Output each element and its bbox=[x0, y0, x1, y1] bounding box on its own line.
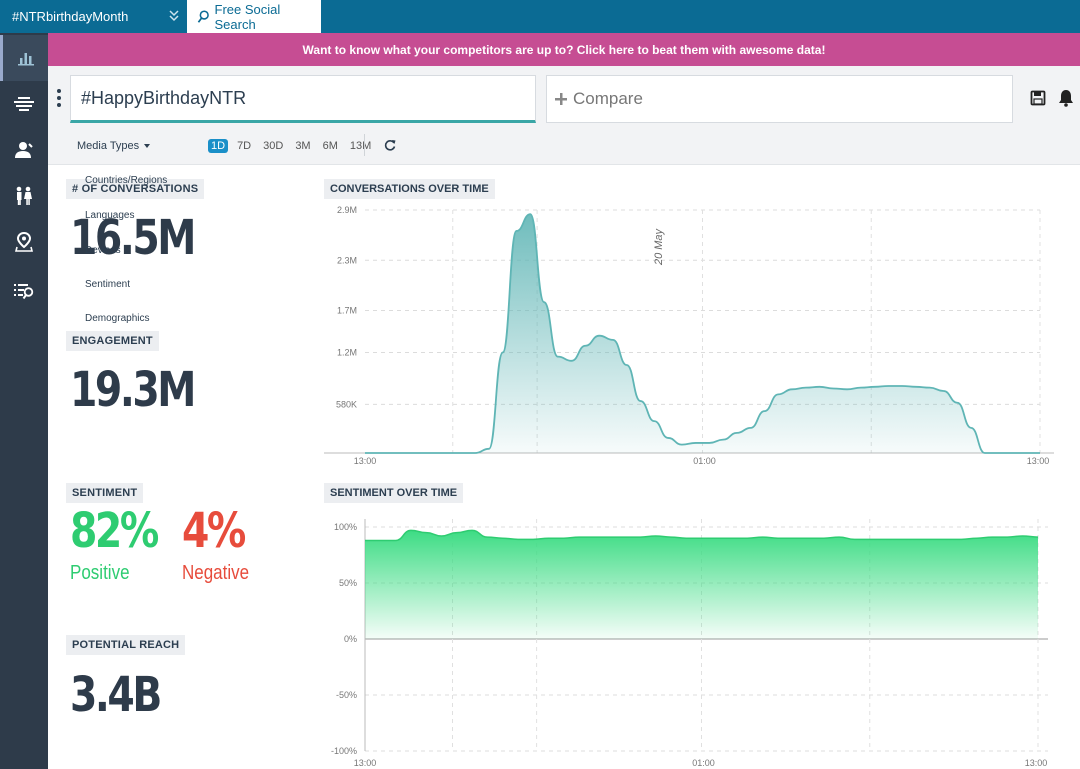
sidebar-item-locations[interactable] bbox=[0, 219, 48, 265]
search-query-input[interactable]: #HappyBirthdayNTR bbox=[70, 75, 536, 123]
media-types-label: Media Types bbox=[77, 140, 140, 152]
location-pin-icon bbox=[15, 232, 33, 252]
save-icon[interactable] bbox=[1030, 90, 1046, 106]
range-30d[interactable]: 30D bbox=[263, 140, 284, 152]
sidebar-item-overview[interactable] bbox=[0, 35, 48, 81]
sidebar bbox=[0, 33, 48, 769]
y-tick-label: 580K bbox=[336, 399, 357, 409]
x-tick-label: 13:00 bbox=[354, 456, 377, 466]
menu-item-devices[interactable]: Devices bbox=[85, 245, 121, 256]
engagement-label: ENGAGEMENT bbox=[66, 331, 159, 351]
compare-placeholder: Compare bbox=[573, 89, 643, 108]
x-tick-label: 13:00 bbox=[354, 758, 377, 768]
bell-icon[interactable] bbox=[1058, 89, 1074, 107]
menu-item-countries[interactable]: Countries/Regions bbox=[85, 175, 168, 186]
positive-percent: 82% bbox=[70, 503, 159, 559]
stream-icon bbox=[14, 97, 34, 111]
conversations-chart: 2.9M 2.3M 1.7M 1.2M 580K 13:00 01:00 13:00 20 Ma… bbox=[324, 205, 1054, 466]
sentiment-line bbox=[365, 529, 1039, 542]
search-icon bbox=[197, 9, 209, 23]
search-query-text: #HappyBirthdayNTR bbox=[81, 87, 247, 108]
y-tick-label: 2.3M bbox=[337, 255, 357, 265]
tab-hashtag[interactable]: #NTRbirthdayMonth bbox=[0, 0, 187, 33]
influencer-icon bbox=[15, 142, 33, 158]
list-search-icon bbox=[14, 284, 34, 300]
bar-chart-icon bbox=[17, 53, 34, 66]
y-tick-label: 0% bbox=[344, 634, 357, 644]
search-row: #HappyBirthdayNTR Compare Media Types 1D… bbox=[48, 66, 1080, 164]
y-tick-label: 1.2M bbox=[337, 347, 357, 357]
conversations-chart-title: CONVERSATIONS OVER TIME bbox=[324, 179, 495, 199]
range-7d[interactable]: 7D bbox=[237, 140, 252, 152]
tab-free-social-search[interactable]: Free Social Search bbox=[187, 0, 321, 33]
sidebar-item-demographics[interactable] bbox=[0, 173, 48, 219]
refresh-icon[interactable] bbox=[384, 139, 396, 151]
reach-value: 3.4B bbox=[70, 667, 162, 723]
time-range-selector: 1D 7D 30D 3M 6M 13M bbox=[208, 139, 374, 153]
conversations-label: # OF CONVERSATIONS bbox=[66, 179, 205, 199]
date-annotation: 20 May bbox=[653, 227, 665, 266]
menu-item-demographics[interactable]: Demographics bbox=[85, 313, 150, 324]
menu-item-sentiment[interactable]: Sentiment bbox=[85, 279, 131, 290]
range-13m[interactable]: 13M bbox=[349, 140, 372, 152]
tab-search-label: Free Social Search bbox=[214, 1, 281, 32]
y-tick-label: 2.9M bbox=[337, 205, 357, 215]
compare-input[interactable]: Compare bbox=[546, 75, 1013, 123]
chevron-double-down-icon[interactable] bbox=[168, 9, 180, 23]
range-6m[interactable]: 6M bbox=[322, 140, 338, 152]
conversations-line bbox=[365, 213, 1040, 454]
demographics-icon bbox=[16, 186, 32, 205]
conversations-value: 16.5M bbox=[70, 210, 196, 266]
caret-down-icon bbox=[144, 144, 151, 148]
x-tick-label: 13:00 bbox=[1027, 456, 1050, 466]
x-tick-label: 13:00 bbox=[1025, 758, 1048, 768]
divider bbox=[364, 134, 365, 156]
y-tick-label: -100% bbox=[331, 746, 357, 756]
negative-percent: 4% bbox=[182, 503, 246, 559]
engagement-value: 19.3M bbox=[70, 362, 196, 418]
top-bar: #NTRbirthdayMonth Free Social Search bbox=[0, 0, 1080, 33]
sidebar-item-list-search[interactable] bbox=[0, 268, 48, 314]
positive-label: Positive bbox=[70, 562, 130, 584]
y-tick-label: 100% bbox=[334, 522, 357, 532]
plus-icon bbox=[555, 93, 567, 105]
conversations-area bbox=[365, 214, 1040, 453]
sentiment-chart: 100% 50% 0% -50% -100% 13:00 01:00 13:00 bbox=[331, 519, 1048, 768]
range-3m[interactable]: 3M bbox=[295, 140, 311, 152]
x-tick-label: 01:00 bbox=[692, 758, 715, 768]
promo-text[interactable]: Want to know what your competitors are u… bbox=[302, 42, 826, 57]
dashboard-content bbox=[48, 164, 1080, 769]
y-tick-label: -50% bbox=[336, 690, 357, 700]
sentiment-chart-title: SENTIMENT OVER TIME bbox=[324, 483, 464, 503]
menu-item-languages[interactable]: Languages bbox=[85, 210, 135, 221]
promo-banner[interactable]: Want to know what your competitors are u… bbox=[48, 33, 1080, 66]
sidebar-item-stream[interactable] bbox=[0, 81, 48, 127]
y-tick-label: 50% bbox=[339, 578, 357, 588]
x-tick-label: 01:00 bbox=[693, 456, 716, 466]
range-1d[interactable]: 1D bbox=[208, 139, 229, 153]
sidebar-item-influencers[interactable] bbox=[0, 127, 48, 173]
y-tick-label: 1.7M bbox=[337, 306, 357, 316]
tab-hashtag-label: #NTRbirthdayMonth bbox=[12, 9, 129, 24]
media-types-dropdown[interactable]: Media Types bbox=[77, 140, 151, 152]
reach-label: POTENTIAL REACH bbox=[66, 635, 186, 655]
sentiment-label: SENTIMENT bbox=[66, 483, 144, 503]
negative-label: Negative bbox=[182, 562, 250, 584]
sentiment-area bbox=[365, 530, 1038, 639]
more-options-icon[interactable] bbox=[56, 88, 62, 110]
